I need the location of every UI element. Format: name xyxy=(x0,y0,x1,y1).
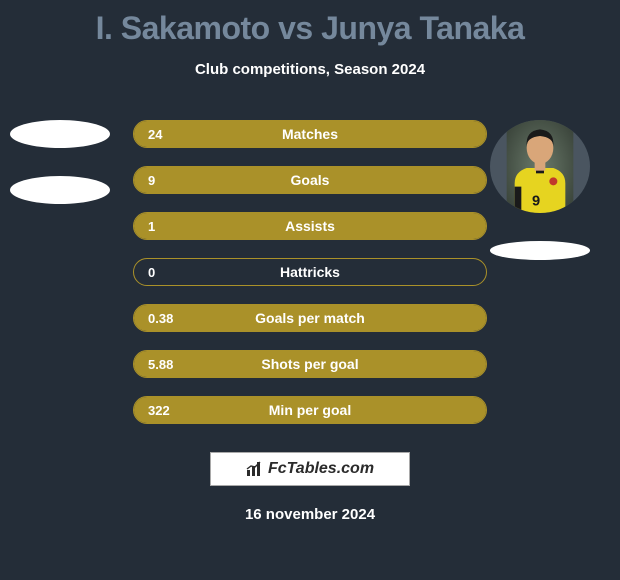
player-left-avatar xyxy=(10,120,110,260)
avatar-photo: 9 xyxy=(490,120,590,213)
avatar-placeholder-oval xyxy=(490,241,590,260)
comparison-subtitle: Club competitions, Season 2024 xyxy=(0,61,620,78)
player-right-avatar: 9 xyxy=(490,120,590,260)
avatar-placeholder-oval xyxy=(10,176,110,204)
stat-label: Goals per match xyxy=(134,310,486,326)
stat-label: Shots per goal xyxy=(134,356,486,372)
logo-text: FcTables.com xyxy=(268,460,374,478)
stat-row: 9Goals xyxy=(133,166,487,194)
stat-row: 0Hattricks xyxy=(133,258,487,286)
stat-label: Matches xyxy=(134,126,486,142)
comparison-title: I. Sakamoto vs Junya Tanaka xyxy=(0,0,620,47)
fctables-logo: FcTables.com xyxy=(210,452,410,486)
player-photo-icon: 9 xyxy=(490,120,590,213)
stat-label: Hattricks xyxy=(134,264,486,280)
stats-list: 24Matches 9Goals 1Assists 0Hattricks 0.38Goa… xyxy=(133,120,487,424)
avatar-placeholder-oval xyxy=(10,120,110,148)
footer-date: 16 november 2024 xyxy=(0,506,620,523)
stat-row: 0.38Goals per match xyxy=(133,304,487,332)
stat-row: 322Min per goal xyxy=(133,396,487,424)
stat-row: 1Assists xyxy=(133,212,487,240)
chart-icon xyxy=(246,461,264,477)
stat-label: Goals xyxy=(134,172,486,188)
svg-text:9: 9 xyxy=(532,193,540,209)
stat-label: Min per goal xyxy=(134,402,486,418)
stat-row: 5.88Shots per goal xyxy=(133,350,487,378)
stat-label: Assists xyxy=(134,218,486,234)
stat-row: 24Matches xyxy=(133,120,487,148)
